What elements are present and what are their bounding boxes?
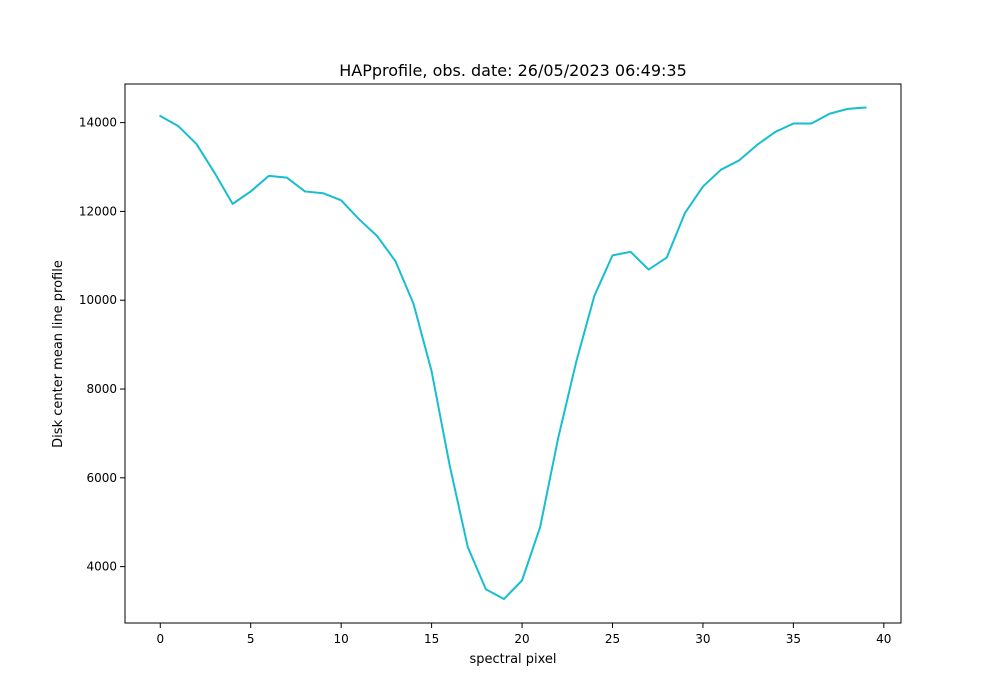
x-tick-label: 35 (786, 632, 801, 646)
data-point (231, 203, 234, 205)
chart-title: HAPprofile, obs. date: 26/05/2023 06:49:… (339, 61, 687, 80)
x-tick-label: 0 (156, 632, 164, 646)
data-point (720, 168, 722, 171)
data-point (792, 122, 795, 125)
series-line (159, 106, 867, 601)
data-point (322, 192, 324, 195)
y-tick-label: 4000 (86, 560, 117, 574)
data-point (286, 176, 288, 179)
data-point (159, 115, 162, 117)
data-point (195, 143, 198, 145)
y-tick-label: 14000 (79, 116, 117, 130)
y-axis: 4000 6000 8000 10000 12000 14000 (79, 116, 125, 574)
data-point (304, 190, 306, 193)
y-tick-label: 8000 (86, 382, 117, 396)
y-tick-label: 6000 (86, 471, 117, 485)
x-axis-label: spectral pixel (469, 652, 556, 667)
data-point (593, 294, 596, 297)
data-point (485, 588, 487, 591)
data-point (249, 190, 252, 193)
data-point (539, 526, 541, 528)
data-point (665, 256, 668, 259)
y-tick-label: 10000 (79, 293, 117, 307)
plot-area (159, 106, 867, 601)
data-point (358, 218, 361, 221)
data-point (213, 172, 216, 174)
x-axis: 0 5 10 15 20 25 30 35 40 (156, 623, 891, 646)
data-point (521, 579, 523, 582)
data-point (846, 108, 849, 110)
x-tick-label: 25 (605, 632, 620, 646)
data-point (828, 112, 831, 115)
data-point (864, 106, 867, 109)
data-point (340, 199, 342, 202)
y-tick-label: 12000 (79, 204, 117, 218)
x-tick-label: 30 (695, 632, 710, 646)
x-tick-label: 40 (876, 632, 891, 646)
data-point (268, 175, 270, 177)
data-point (774, 131, 777, 133)
axes-frame (124, 83, 902, 624)
x-tick-label: 15 (424, 632, 439, 646)
data-point (575, 360, 578, 363)
x-tick-label: 5 (247, 632, 255, 646)
data-point (684, 212, 686, 214)
data-point (503, 598, 505, 600)
data-point (702, 185, 704, 188)
x-tick-label: 20 (514, 632, 529, 646)
y-axis-label: Disk center mean line profile (51, 260, 66, 448)
data-point (557, 437, 560, 439)
data-point (376, 235, 379, 238)
x-tick-label: 10 (334, 632, 349, 646)
data-point (466, 546, 469, 548)
data-point (611, 254, 614, 257)
data-point (629, 251, 632, 253)
data-point (810, 122, 813, 125)
data-point (394, 260, 397, 262)
data-point (177, 125, 180, 127)
data-point (448, 464, 451, 467)
data-point (412, 302, 415, 305)
data-point (738, 159, 740, 162)
data-point (647, 268, 650, 271)
data-point (756, 144, 758, 146)
data-point (430, 370, 433, 373)
